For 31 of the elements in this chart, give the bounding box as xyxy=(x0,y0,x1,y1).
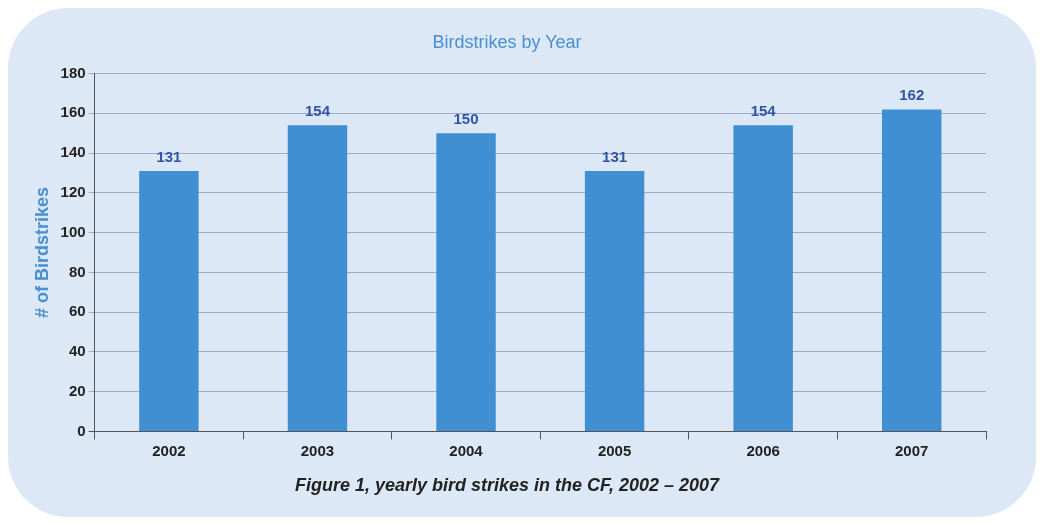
x-tick-label: 2005 xyxy=(597,441,632,459)
data-label: 131 xyxy=(602,147,628,165)
x-tick-label: 2007 xyxy=(895,441,929,459)
y-tick-label: 80 xyxy=(68,262,86,280)
bar xyxy=(436,133,496,431)
y-tick-label: 160 xyxy=(60,103,86,121)
bar xyxy=(287,125,348,431)
bar xyxy=(733,125,793,431)
y-tick-label: 180 xyxy=(60,63,86,81)
bar xyxy=(882,109,942,431)
y-tick-label: 100 xyxy=(60,222,86,240)
y-tick-label: 0 xyxy=(77,421,86,439)
x-tick-label: 2004 xyxy=(449,441,484,459)
y-tick-label: 140 xyxy=(60,143,86,161)
y-tick-label: 60 xyxy=(68,302,86,320)
y-tick-label: 120 xyxy=(60,183,86,201)
data-label: 131 xyxy=(156,147,182,165)
bar xyxy=(139,171,199,431)
caption: Figure 1, yearly bird strikes in the CF, 2002 – 2007 xyxy=(294,475,721,496)
bar xyxy=(584,171,645,431)
x-tick-label: 2003 xyxy=(300,441,335,459)
data-label: 150 xyxy=(453,109,479,127)
x-tick-label: 2002 xyxy=(152,441,186,459)
data-label: 154 xyxy=(304,101,331,119)
y-tick-label: 40 xyxy=(68,342,86,360)
data-label: 154 xyxy=(750,101,777,119)
chart-title: Birdstrikes by Year xyxy=(432,31,582,52)
y-tick-label: 20 xyxy=(68,381,86,399)
data-label: 162 xyxy=(899,86,925,104)
y-axis-title: # of Birdstrikes xyxy=(31,186,52,319)
x-tick-label: 2006 xyxy=(746,441,780,459)
